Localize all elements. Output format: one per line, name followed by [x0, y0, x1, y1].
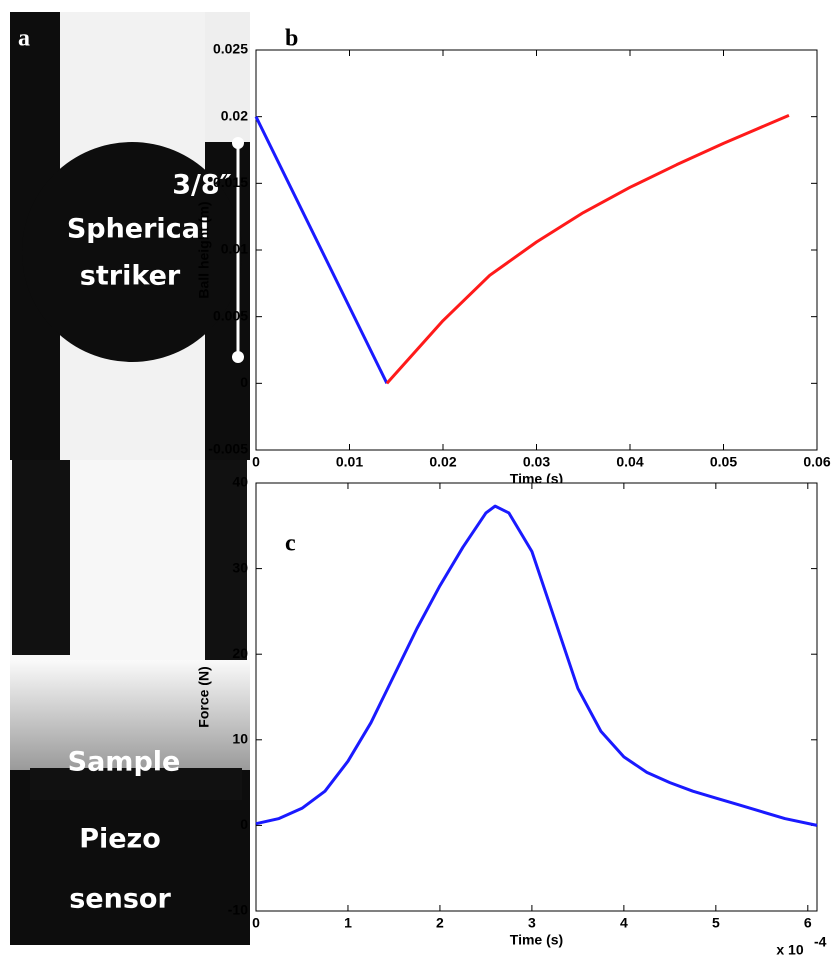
x-tick-label: 0.06: [803, 454, 830, 470]
panel-label: a: [18, 26, 30, 52]
y-tick-label: 0.015: [213, 174, 248, 190]
y-tick-label: 40: [232, 474, 248, 490]
striker-label: Spherical: [67, 214, 209, 245]
x-exponent: -4: [814, 934, 827, 950]
y-axis-label: Ball height (m): [196, 201, 212, 298]
plot-frame: [255, 49, 818, 451]
x-tick-label: 3: [528, 915, 536, 931]
photo: a 3/8″ Spherical striker Sample Piezo se…: [10, 12, 250, 945]
striker-label: striker: [80, 261, 181, 292]
sample-label: Sample: [68, 747, 181, 778]
panel-label: b: [285, 26, 298, 52]
y-tick-label: 0.02: [221, 107, 248, 123]
sensor-label: Piezo: [79, 824, 161, 855]
scale-label: 3/8″: [172, 170, 232, 201]
y-tick-label: 0: [240, 816, 248, 832]
x-tick-label: 0.02: [429, 454, 456, 470]
x-multiplier: x 10: [776, 942, 803, 958]
sensor-label: sensor: [69, 884, 171, 915]
y-tick-label: 20: [232, 645, 248, 661]
y-tick-label: 10: [232, 731, 248, 747]
y-tick-label: 0.005: [213, 307, 248, 323]
x-tick-label: 2: [436, 915, 444, 931]
data-line: [255, 504, 818, 827]
plot-frame: [255, 482, 818, 912]
x-tick-label: 6: [804, 915, 812, 931]
data-line: [254, 116, 389, 384]
x-tick-label: 1: [344, 915, 352, 931]
x-tick-label: 0: [252, 915, 260, 931]
y-tick-label: -0.005: [208, 441, 248, 457]
data-line: [385, 113, 790, 385]
x-tick-label: 0.05: [710, 454, 737, 470]
x-tick-label: 0.01: [336, 454, 363, 470]
panel-label: c: [285, 531, 296, 557]
y-tick-label: 0: [240, 374, 248, 390]
y-tick-label: -10: [228, 902, 248, 918]
x-tick-label: 0.04: [616, 454, 643, 470]
x-tick-label: 0: [252, 454, 260, 470]
x-tick-label: 0.03: [523, 454, 550, 470]
x-axis-label: Time (s): [510, 932, 563, 948]
y-tick-label: 0.025: [213, 41, 248, 57]
y-axis-label: Force (N): [196, 666, 212, 727]
x-tick-label: 4: [620, 915, 628, 931]
y-tick-label: 0.01: [221, 241, 248, 257]
y-tick-label: 30: [232, 559, 248, 575]
x-tick-label: 5: [712, 915, 720, 931]
